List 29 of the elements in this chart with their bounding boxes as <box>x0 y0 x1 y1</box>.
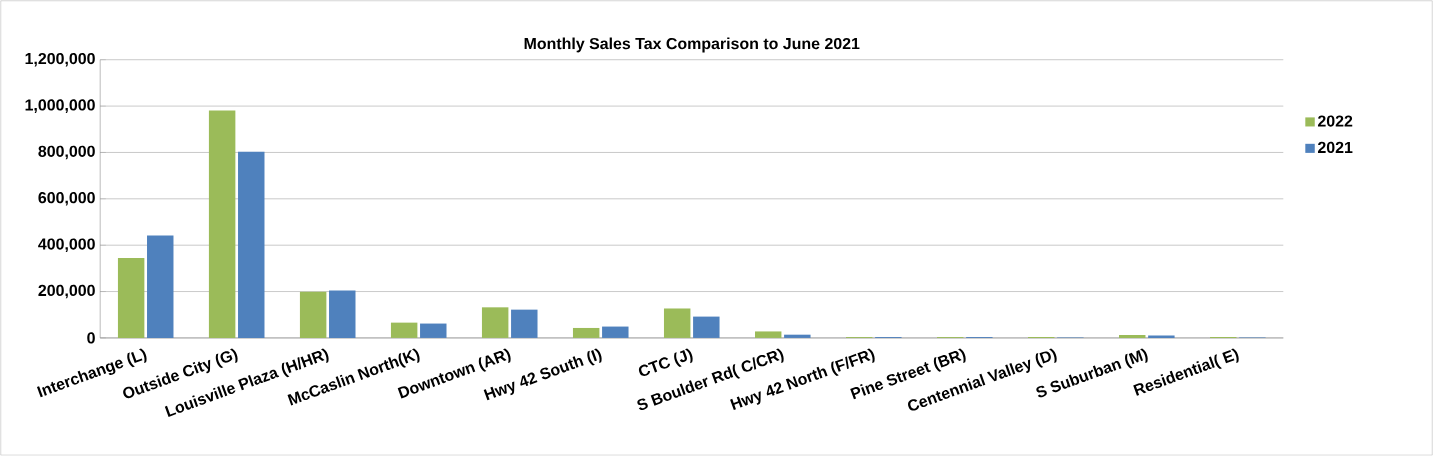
y-tick-label: 0 <box>87 332 95 344</box>
bar <box>1119 334 1146 338</box>
legend-label: 2021 <box>1317 141 1353 154</box>
bar <box>147 235 174 338</box>
y-tick-label: 200,000 <box>38 284 95 299</box>
bar <box>754 331 782 338</box>
bar <box>299 291 327 338</box>
bar <box>511 309 538 338</box>
bar <box>390 322 418 338</box>
bar <box>481 307 509 338</box>
y-tick-label: 800,000 <box>38 145 95 160</box>
chart-title: Monthly Sales Tax Comparison to June 2021 <box>524 37 860 53</box>
bar <box>208 110 236 338</box>
y-tick-label: 600,000 <box>38 192 95 206</box>
y-tick-label: 1,200,000 <box>25 52 95 67</box>
bar <box>784 334 811 338</box>
bar <box>572 328 600 338</box>
bar <box>693 316 720 338</box>
bar <box>420 323 447 338</box>
y-tick-label: 400,000 <box>38 238 95 253</box>
x-tick-label: CTC (J) <box>638 348 693 377</box>
bar <box>329 290 356 338</box>
bar <box>602 326 629 338</box>
bar <box>238 151 265 338</box>
bar <box>117 258 145 338</box>
bar <box>1148 335 1175 338</box>
legend-label: 2022 <box>1317 115 1353 127</box>
y-tick-label: 1,000,000 <box>25 99 95 113</box>
bar <box>663 308 691 338</box>
